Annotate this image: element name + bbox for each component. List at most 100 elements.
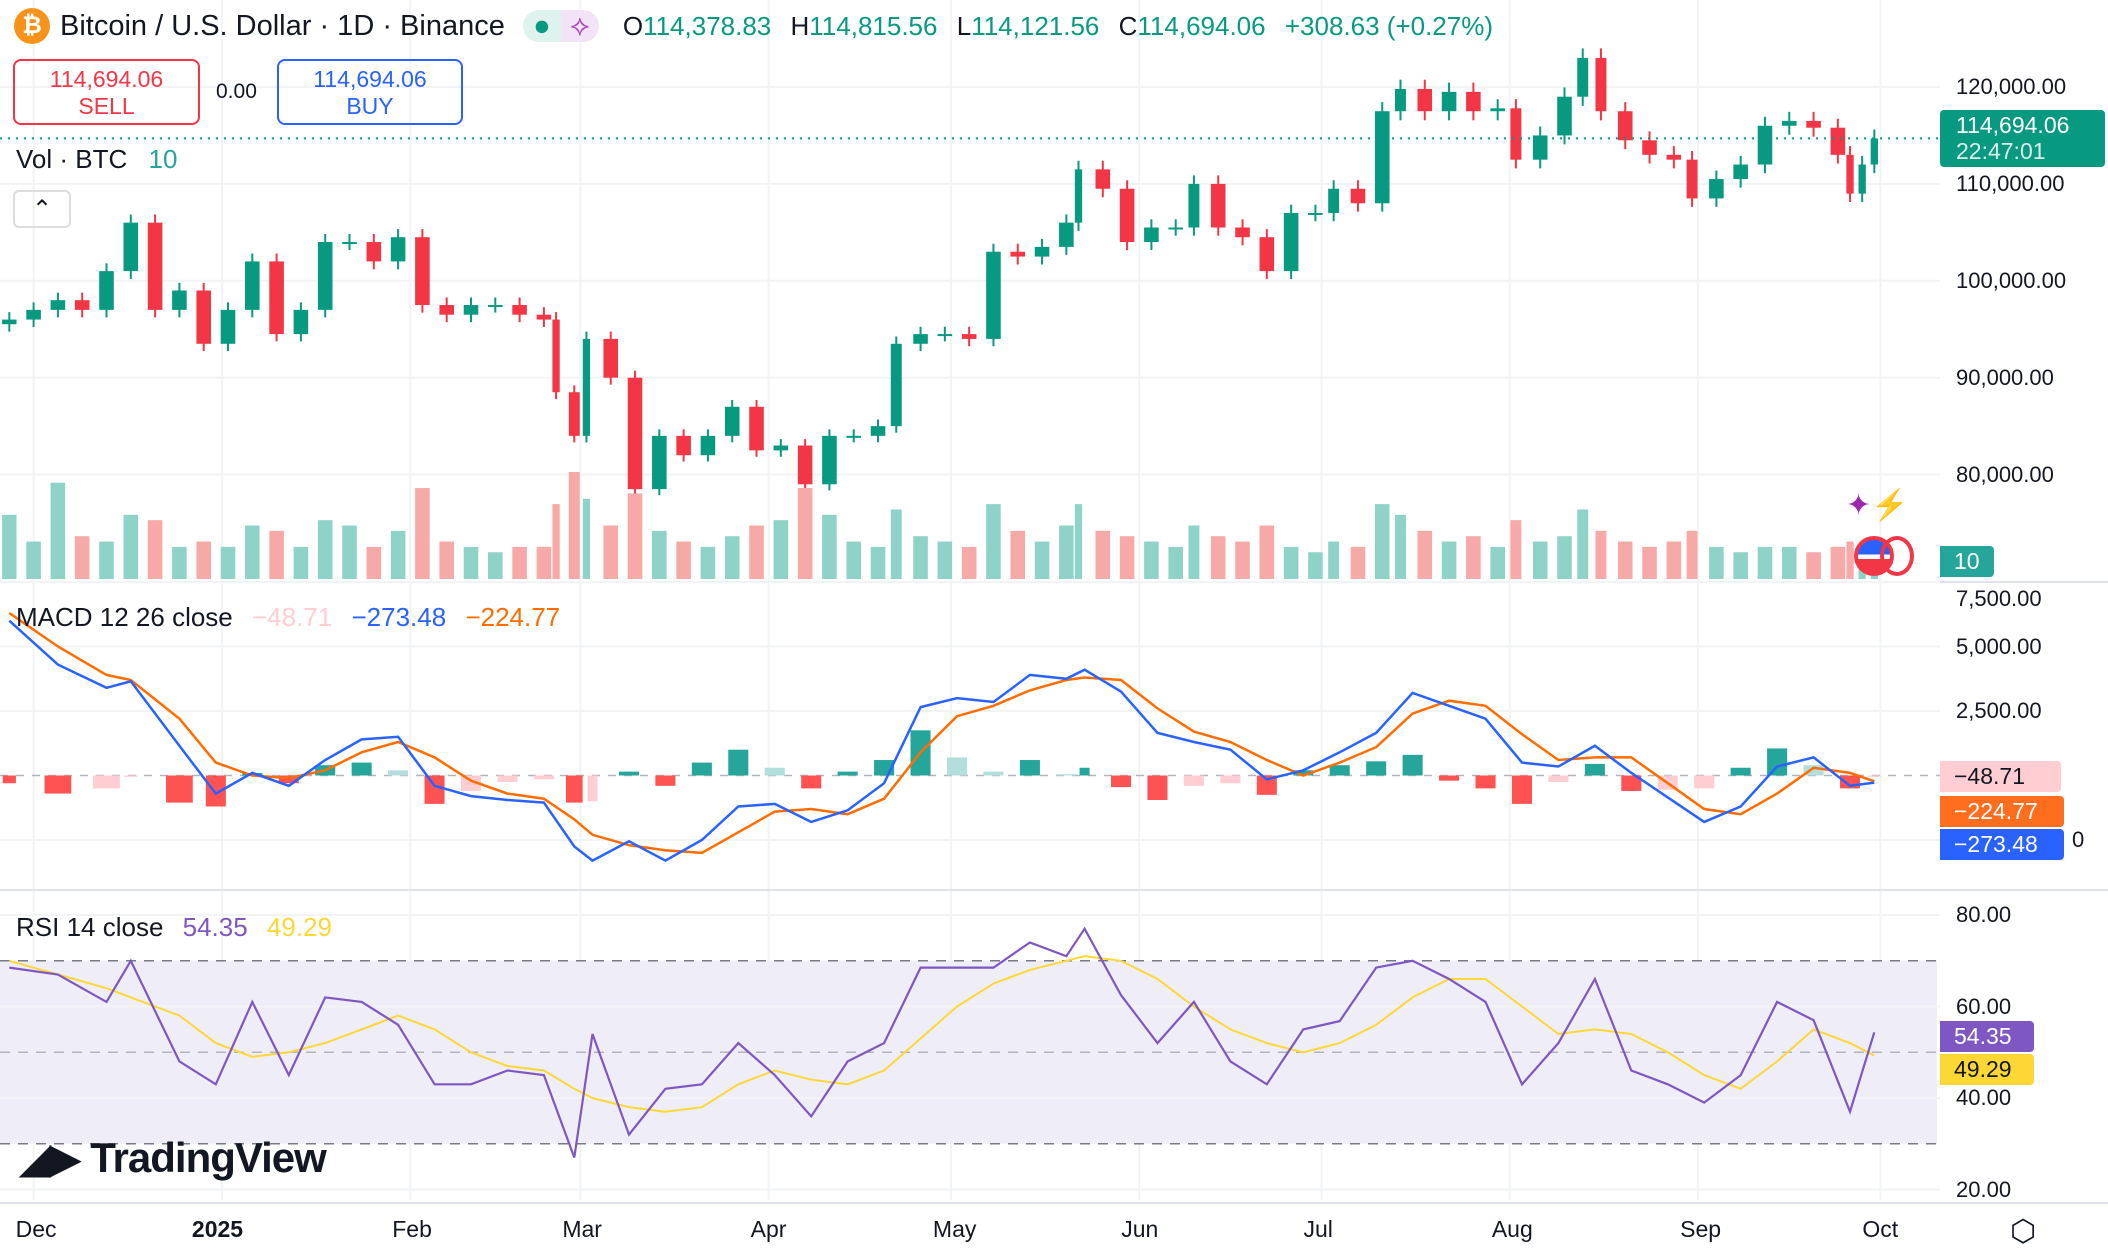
volume-bar	[1350, 546, 1366, 579]
candle-body	[1757, 125, 1773, 165]
candle-body	[1259, 237, 1275, 272]
macd-signal-line	[8, 611, 1875, 855]
lightning-alert-icon[interactable]: ✦⚡	[1846, 489, 1909, 522]
macd-line-tag: −273.48	[1940, 829, 2064, 860]
volume-bar	[913, 536, 928, 579]
macd-histogram-bar	[1329, 765, 1350, 776]
candle-body	[1806, 120, 1821, 128]
volume-tag: 10	[1940, 546, 1994, 577]
candle-body	[1308, 212, 1323, 215]
volume-legend-value: 10	[148, 144, 178, 174]
macd-histogram-bar	[93, 775, 120, 789]
candle-body	[172, 290, 187, 310]
rsi-legend[interactable]: RSI 14 close 54.35 49.29	[16, 912, 332, 943]
volume-bar	[700, 546, 716, 579]
price-change: +308.63 (+0.27%)	[1284, 10, 1493, 41]
rsi-legend-value: 54.35	[182, 912, 248, 942]
tradingview-logo-text: TradingView	[90, 1134, 327, 1181]
candle-body	[147, 222, 163, 310]
volume-bar	[1577, 509, 1589, 579]
candle-body	[627, 377, 643, 490]
volume-legend[interactable]: Vol · BTC 10	[16, 144, 177, 175]
rsi-line	[9, 926, 1876, 1158]
rsi-axis-tick: 40.00	[1956, 1085, 2012, 1110]
symbol-title[interactable]: Bitcoin / U.S. Dollar · 1D · Binance	[60, 9, 505, 42]
candle-body	[1350, 188, 1366, 204]
macd-histogram-bar	[1111, 775, 1132, 788]
close-value: 114,694.06	[1137, 10, 1266, 41]
volume-bar	[1308, 552, 1323, 579]
collapse-chevron-up-icon[interactable]: ⌃	[13, 190, 71, 228]
candle-body	[1858, 164, 1866, 194]
volume-bar	[1830, 546, 1846, 579]
bar-countdown: 22:47:01	[1956, 138, 2046, 164]
high-label: H	[790, 10, 810, 41]
macd-histogram-bar	[1548, 775, 1569, 782]
x-axis-tick: Aug	[1491, 1216, 1533, 1242]
candle-body	[1328, 188, 1340, 213]
ohlc-readout: O114,378.83 H114,815.56 L114,121.56 C114…	[623, 11, 1505, 42]
event-stack-icon[interactable]	[1880, 536, 1914, 576]
volume-bar	[1034, 541, 1050, 579]
macd-histogram-bar	[1730, 767, 1751, 776]
volume-bar	[1259, 525, 1275, 579]
candle-body	[961, 334, 977, 339]
candle-body	[1617, 111, 1633, 141]
macd-histogram-bar	[728, 749, 749, 776]
candle-body	[366, 242, 382, 262]
volume-bar	[50, 482, 66, 579]
candle-body	[1210, 183, 1226, 228]
settings-icon[interactable]: ⬡	[2010, 1215, 2037, 1248]
macd-histogram-bar	[1439, 775, 1460, 781]
buy-button[interactable]: 114,694.06 BUY	[277, 59, 463, 125]
high-value: 114,815.56	[809, 10, 938, 41]
volume-bar	[366, 546, 382, 579]
candle-body	[123, 222, 139, 272]
volume-bar	[1074, 504, 1083, 579]
candle-body	[773, 445, 789, 451]
candle-body	[913, 334, 928, 344]
volume-bar	[890, 509, 902, 579]
macd-histogram-bar	[2, 775, 16, 784]
x-axis-tick: Apr	[750, 1216, 787, 1242]
candle-body	[749, 406, 764, 451]
candle-body	[568, 392, 580, 436]
candle-body	[1490, 108, 1505, 112]
sell-button[interactable]: 114,694.06 SELL	[13, 59, 200, 125]
volume-bar	[26, 541, 41, 579]
rsi-ma-line	[9, 955, 1875, 1113]
data-feed-icon: ⟡	[560, 10, 599, 42]
macd-legend-label: MACD 12 26 close	[16, 602, 233, 632]
volume-bar	[1210, 536, 1226, 579]
macd-legend[interactable]: MACD 12 26 close −48.71 −273.48 −224.77	[16, 602, 560, 633]
candle-body	[1510, 108, 1522, 160]
volume-bar	[627, 493, 643, 579]
volume-bar	[439, 541, 454, 579]
candle-body	[986, 251, 1001, 339]
candle-body	[1830, 127, 1846, 155]
macd-histogram-bar	[351, 762, 372, 776]
volume-bar	[724, 536, 740, 579]
volume-bar	[196, 541, 211, 579]
tradingview-logo-icon: ◢▶	[20, 1137, 81, 1181]
status-pill[interactable]: ● ⟡	[522, 10, 599, 42]
candle-body	[245, 261, 260, 310]
macd-histogram-bar	[1079, 767, 1090, 776]
volume-bar	[415, 488, 430, 579]
volume-bar	[870, 546, 886, 579]
volume-bar	[1595, 530, 1607, 579]
macd-histogram-bar	[691, 762, 712, 776]
candle-body	[1870, 138, 1878, 165]
volume-bar	[1557, 536, 1572, 579]
candle-body	[937, 334, 953, 337]
macd-histogram-bar	[587, 775, 598, 802]
macd-axis-tick: 2,500.00	[1956, 698, 2042, 723]
candle-body	[1441, 91, 1457, 112]
macd-histogram-bar	[1183, 775, 1204, 786]
bitcoin-icon: ₿	[14, 8, 50, 44]
tradingview-logo[interactable]: ◢▶ TradingView	[20, 1134, 327, 1182]
volume-bar	[317, 520, 333, 579]
candle-body	[1686, 159, 1698, 199]
volume-bar	[652, 530, 667, 579]
